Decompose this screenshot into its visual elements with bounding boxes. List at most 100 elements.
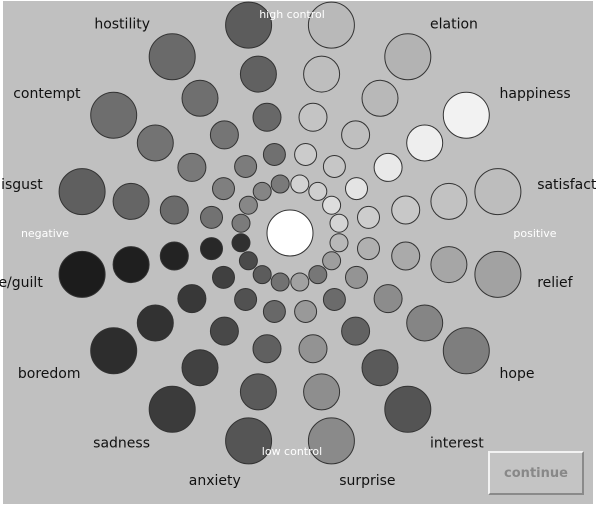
circle-anger-level-3[interactable] bbox=[252, 102, 282, 132]
circle-disgust-level-2[interactable] bbox=[200, 205, 223, 229]
circle-anger-level-5[interactable] bbox=[225, 1, 273, 49]
circle-contempt-level-5[interactable] bbox=[90, 91, 138, 139]
circle-anxiety-level-1[interactable] bbox=[270, 272, 290, 292]
circle-shame-guilt-level-4[interactable] bbox=[112, 246, 150, 284]
circle-disgust-level-5[interactable] bbox=[58, 168, 106, 216]
emotion-label-happiness: happiness bbox=[500, 86, 571, 102]
circle-shame-guilt-level-1[interactable] bbox=[231, 233, 251, 253]
continue-button[interactable]: continue bbox=[488, 451, 584, 495]
circle-relief-level-4[interactable] bbox=[430, 246, 468, 284]
circle-pride-level-5[interactable] bbox=[307, 1, 355, 49]
circle-anxiety-level-2[interactable] bbox=[262, 300, 286, 323]
circle-shame-guilt-level-5[interactable] bbox=[58, 250, 106, 298]
circle-pride-level-1[interactable] bbox=[290, 174, 310, 194]
emotion-label-elation: elation bbox=[430, 17, 478, 33]
axis-label-high-control: high control bbox=[259, 8, 325, 21]
circle-surprise-level-1[interactable] bbox=[290, 272, 310, 292]
circle-sadness-level-5[interactable] bbox=[148, 385, 196, 433]
circle-satisfaction-level-2[interactable] bbox=[357, 205, 380, 229]
circle-sadness-level-3[interactable] bbox=[209, 316, 239, 346]
circle-contempt-level-3[interactable] bbox=[177, 152, 207, 182]
circle-elation-level-4[interactable] bbox=[361, 79, 399, 117]
emotion-label-relief: relief bbox=[537, 275, 573, 291]
circle-none[interactable] bbox=[266, 209, 314, 257]
circle-contempt-level-2[interactable] bbox=[212, 177, 235, 201]
circle-hostility-level-3[interactable] bbox=[209, 120, 239, 150]
circle-hope-level-2[interactable] bbox=[345, 265, 368, 289]
circle-happiness-level-3[interactable] bbox=[373, 152, 403, 182]
circle-disgust-level-4[interactable] bbox=[112, 182, 150, 220]
circle-disgust-level-1[interactable] bbox=[231, 213, 251, 233]
circle-happiness-level-4[interactable] bbox=[406, 124, 444, 162]
emotion-label-shame-guilt: shame/guilt bbox=[0, 275, 43, 291]
circle-surprise-level-5[interactable] bbox=[307, 417, 355, 465]
emotion-label-sadness: sadness bbox=[93, 436, 150, 452]
circle-relief-level-3[interactable] bbox=[391, 241, 421, 271]
circle-contempt-level-4[interactable] bbox=[136, 124, 174, 162]
circle-elation-level-5[interactable] bbox=[384, 33, 432, 81]
circle-anger-level-2[interactable] bbox=[262, 143, 286, 166]
circle-shame-guilt-level-2[interactable] bbox=[200, 237, 223, 261]
circle-relief-level-2[interactable] bbox=[357, 237, 380, 261]
axis-label-low-control: low control bbox=[262, 445, 322, 458]
label-layer: prideelationhappinesssatisfactionreliefh… bbox=[0, 17, 596, 490]
circle-boredom-level-2[interactable] bbox=[212, 265, 235, 289]
circle-interest-level-1[interactable] bbox=[308, 265, 328, 285]
emotion-label-contempt: contempt bbox=[13, 86, 81, 102]
circle-satisfaction-level-1[interactable] bbox=[329, 213, 349, 233]
circle-hope-level-1[interactable] bbox=[322, 251, 342, 271]
circle-interest-level-2[interactable] bbox=[322, 288, 346, 311]
circle-anxiety-level-5[interactable] bbox=[225, 417, 273, 465]
circle-boredom-level-4[interactable] bbox=[136, 304, 174, 342]
circle-pride-level-2[interactable] bbox=[294, 143, 318, 166]
circle-sadness-level-2[interactable] bbox=[234, 288, 258, 311]
circle-happiness-level-5[interactable] bbox=[442, 91, 490, 139]
circle-anxiety-level-4[interactable] bbox=[239, 373, 277, 411]
emotion-label-hope: hope bbox=[500, 366, 535, 382]
circle-interest-level-4[interactable] bbox=[361, 349, 399, 387]
circle-anger-level-1[interactable] bbox=[270, 174, 290, 194]
circle-interest-level-3[interactable] bbox=[341, 316, 371, 346]
emotion-label-boredom: boredom bbox=[18, 366, 81, 382]
circle-hostility-level-4[interactable] bbox=[181, 79, 219, 117]
emotion-label-surprise: surprise bbox=[339, 473, 395, 489]
circle-surprise-level-3[interactable] bbox=[298, 334, 328, 364]
circle-satisfaction-level-3[interactable] bbox=[391, 195, 421, 225]
circle-contempt-level-1[interactable] bbox=[238, 195, 258, 215]
circle-hope-level-5[interactable] bbox=[442, 327, 490, 375]
circle-satisfaction-level-5[interactable] bbox=[474, 168, 522, 216]
emotion-label-satisfaction: satisfaction bbox=[537, 177, 596, 193]
circle-boredom-level-3[interactable] bbox=[177, 284, 207, 314]
circle-hostility-level-1[interactable] bbox=[252, 181, 272, 201]
circle-satisfaction-level-4[interactable] bbox=[430, 182, 468, 220]
circle-anger-level-4[interactable] bbox=[239, 55, 277, 93]
emotion-label-anxiety: anxiety bbox=[189, 473, 241, 489]
circle-surprise-level-2[interactable] bbox=[294, 300, 318, 323]
circle-surprise-level-4[interactable] bbox=[303, 373, 341, 411]
circle-layer bbox=[58, 1, 522, 465]
circle-sadness-level-4[interactable] bbox=[181, 349, 219, 387]
circle-happiness-level-1[interactable] bbox=[322, 195, 342, 215]
circle-elation-level-2[interactable] bbox=[322, 155, 346, 178]
circle-hostility-level-2[interactable] bbox=[234, 155, 258, 178]
circle-shame-guilt-level-3[interactable] bbox=[159, 241, 189, 271]
circle-hostility-level-5[interactable] bbox=[148, 33, 196, 81]
circle-elation-level-1[interactable] bbox=[308, 181, 328, 201]
circle-relief-level-1[interactable] bbox=[329, 233, 349, 253]
circle-pride-level-3[interactable] bbox=[298, 102, 328, 132]
circle-boredom-level-1[interactable] bbox=[238, 251, 258, 271]
axis-label-negative: negative bbox=[21, 227, 69, 240]
circle-hope-level-4[interactable] bbox=[406, 304, 444, 342]
circle-anxiety-level-3[interactable] bbox=[252, 334, 282, 364]
circle-pride-level-4[interactable] bbox=[303, 55, 341, 93]
circle-relief-level-5[interactable] bbox=[474, 250, 522, 298]
circle-happiness-level-2[interactable] bbox=[345, 177, 368, 201]
circle-disgust-level-3[interactable] bbox=[159, 195, 189, 225]
circle-interest-level-5[interactable] bbox=[384, 385, 432, 433]
circle-hope-level-3[interactable] bbox=[373, 284, 403, 314]
circle-elation-level-3[interactable] bbox=[341, 120, 371, 150]
circle-boredom-level-5[interactable] bbox=[90, 327, 138, 375]
emotion-label-disgust: disgust bbox=[0, 177, 43, 193]
circle-sadness-level-1[interactable] bbox=[252, 265, 272, 285]
